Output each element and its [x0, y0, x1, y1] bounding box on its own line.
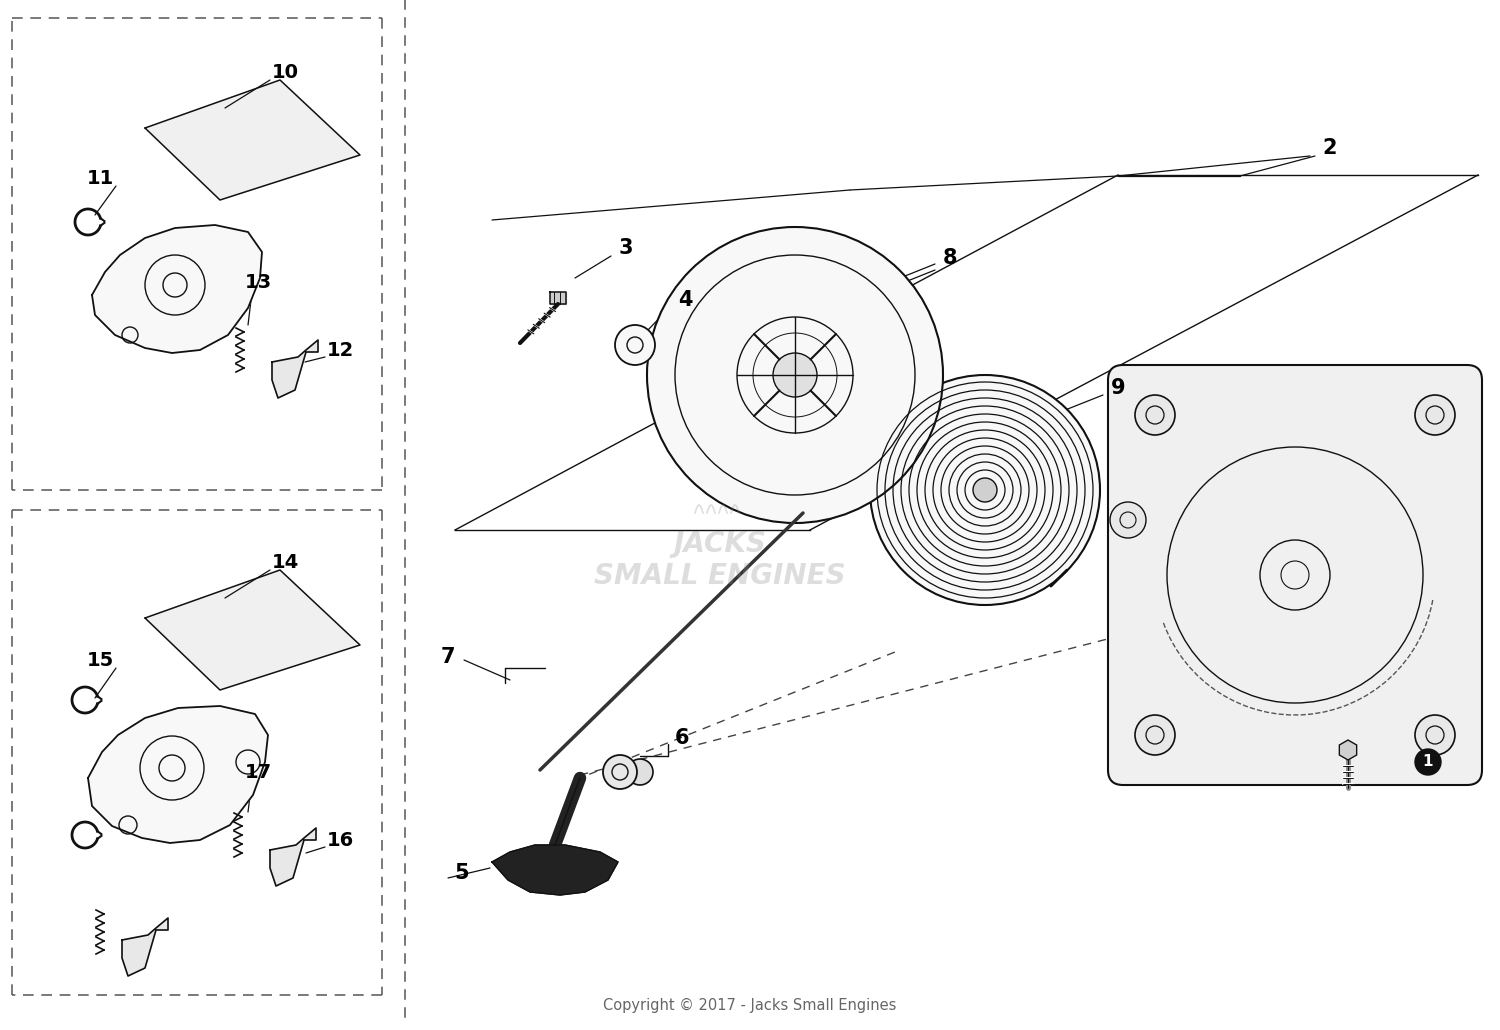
- Text: 10: 10: [272, 63, 298, 81]
- Polygon shape: [146, 570, 360, 690]
- Circle shape: [1414, 394, 1455, 435]
- Text: 6: 6: [675, 728, 688, 748]
- Text: 16: 16: [327, 830, 354, 850]
- Text: 1: 1: [1422, 755, 1434, 769]
- Text: 8: 8: [942, 248, 957, 268]
- FancyBboxPatch shape: [1108, 365, 1482, 785]
- Text: 17: 17: [244, 762, 272, 782]
- Text: 2: 2: [1323, 138, 1338, 158]
- Polygon shape: [92, 225, 262, 353]
- Polygon shape: [146, 80, 360, 200]
- Text: 13: 13: [244, 273, 272, 291]
- Circle shape: [1136, 394, 1174, 435]
- Text: 7: 7: [441, 647, 456, 667]
- Circle shape: [1414, 715, 1455, 755]
- Circle shape: [772, 353, 818, 397]
- Circle shape: [870, 375, 1100, 605]
- Polygon shape: [272, 340, 318, 398]
- Circle shape: [974, 478, 998, 502]
- Polygon shape: [88, 706, 268, 843]
- Text: 12: 12: [327, 341, 354, 359]
- Circle shape: [1136, 715, 1174, 755]
- Circle shape: [1414, 749, 1442, 775]
- Polygon shape: [550, 291, 566, 304]
- Text: 14: 14: [272, 552, 298, 572]
- Text: 9: 9: [1110, 378, 1125, 398]
- Polygon shape: [492, 845, 618, 895]
- Polygon shape: [122, 918, 168, 976]
- Circle shape: [1110, 502, 1146, 538]
- Text: Copyright © 2017 - Jacks Small Engines: Copyright © 2017 - Jacks Small Engines: [603, 997, 897, 1012]
- Text: 15: 15: [87, 651, 114, 670]
- Text: JACKS
SMALL ENGINES: JACKS SMALL ENGINES: [594, 529, 846, 590]
- Circle shape: [615, 325, 656, 365]
- Polygon shape: [270, 828, 316, 886]
- Text: 3: 3: [618, 238, 633, 258]
- Circle shape: [646, 227, 944, 523]
- Text: 11: 11: [87, 169, 114, 187]
- Circle shape: [627, 759, 652, 785]
- Circle shape: [603, 755, 638, 789]
- Text: 4: 4: [678, 290, 692, 310]
- Text: 5: 5: [454, 863, 470, 883]
